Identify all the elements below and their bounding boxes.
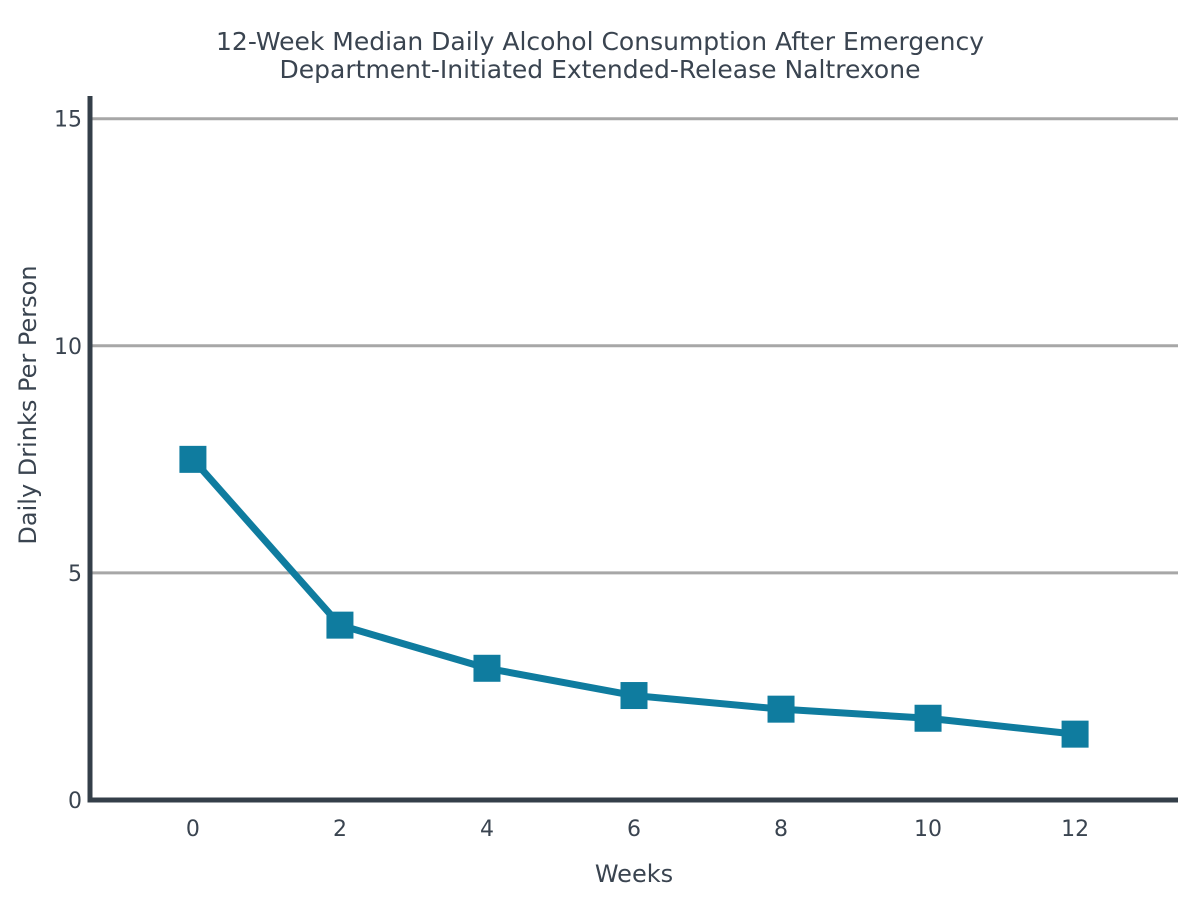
data-series <box>179 445 1089 748</box>
x-tick-label-6: 12 <box>1061 817 1089 842</box>
x-tick-label-3: 6 <box>627 817 641 842</box>
gridlines <box>90 117 1178 575</box>
data-point-week-2 <box>326 611 354 639</box>
chart-title: 12-Week Median Daily Alcohol Consumption… <box>216 27 984 84</box>
data-point-week-4 <box>473 654 501 682</box>
y-tick-label-2: 10 <box>54 335 82 360</box>
data-point-week-0 <box>179 445 207 473</box>
x-tick-label-1: 2 <box>333 817 347 842</box>
x-tick-label-4: 8 <box>774 817 788 842</box>
x-tick-label-0: 0 <box>186 817 200 842</box>
data-point-week-6 <box>620 682 648 710</box>
tick-labels: 0 5 10 15 0 2 4 6 8 10 12 <box>54 108 1089 842</box>
chart-title-line-2: Department-Initiated Extended-Release Na… <box>280 55 921 84</box>
x-tick-label-5: 10 <box>914 817 942 842</box>
data-point-week-10 <box>914 704 942 732</box>
data-point-week-8 <box>767 695 795 723</box>
data-point-week-12 <box>1061 720 1089 748</box>
y-tick-label-0: 0 <box>68 789 82 814</box>
y-axis-label: Daily Drinks Per Person <box>14 265 42 544</box>
chart-title-line-1: 12-Week Median Daily Alcohol Consumption… <box>216 27 984 56</box>
x-axis-label: Weeks <box>595 860 673 888</box>
y-tick-label-1: 5 <box>68 562 82 587</box>
axes <box>87 96 1178 803</box>
x-tick-label-2: 4 <box>480 817 494 842</box>
y-tick-label-3: 15 <box>54 108 82 133</box>
